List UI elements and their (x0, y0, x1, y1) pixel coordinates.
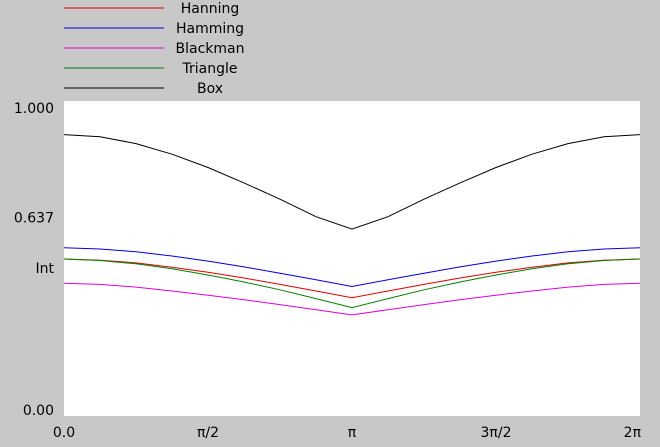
y-tick-label: Int (36, 261, 55, 277)
axis-layer: 1.000 0.637 Int 0.00 0.0 π/2 π 3π/2 2π (14, 101, 642, 441)
series-line-triangle (63, 258, 641, 309)
legend-label-hamming: Hamming (176, 21, 244, 37)
y-tick-label: 0.637 (14, 211, 54, 227)
series-line-blackman (63, 282, 641, 316)
x-tick-label: π (348, 425, 357, 441)
series-line-hanning (63, 258, 641, 299)
y-tick-label: 0.00 (23, 403, 54, 419)
legend-label-box: Box (197, 81, 223, 97)
x-tick-label: 0.0 (53, 425, 75, 441)
x-tick-label: 3π/2 (481, 425, 512, 441)
x-tick-label: π/2 (197, 425, 219, 441)
y-tick-label: 1.000 (14, 101, 54, 117)
series-line-box (63, 134, 641, 230)
series-line-hamming (63, 247, 641, 288)
legend-label-blackman: Blackman (176, 41, 245, 57)
legend-label-triangle: Triangle (182, 61, 238, 77)
series-layer (63, 134, 641, 316)
legend: Hanning Hamming Blackman Triangle Box (64, 1, 244, 97)
legend-label-hanning: Hanning (181, 1, 240, 17)
x-tick-label: 2π (624, 425, 642, 441)
plot-area (64, 101, 640, 416)
